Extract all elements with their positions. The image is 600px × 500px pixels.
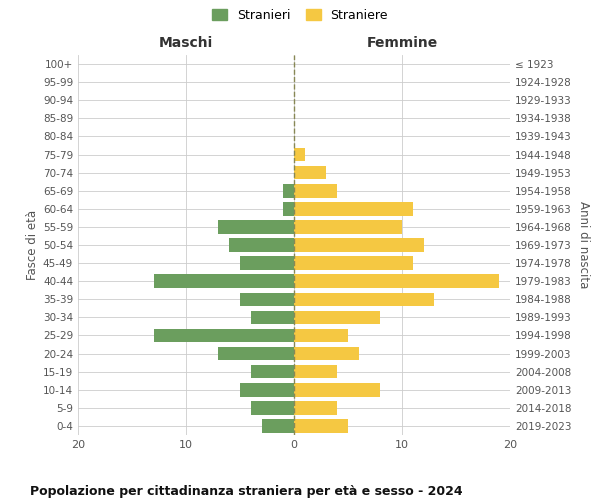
- Bar: [218, 347, 294, 360]
- Bar: [294, 383, 380, 396]
- Bar: [294, 328, 348, 342]
- Text: Maschi: Maschi: [159, 36, 213, 50]
- Bar: [294, 184, 337, 198]
- Bar: [294, 148, 305, 162]
- Bar: [294, 202, 413, 215]
- Bar: [294, 220, 402, 234]
- Bar: [294, 347, 359, 360]
- Bar: [262, 419, 294, 432]
- Y-axis label: Anni di nascita: Anni di nascita: [577, 202, 590, 288]
- Bar: [283, 184, 294, 198]
- Bar: [218, 220, 294, 234]
- Bar: [251, 401, 294, 414]
- Bar: [294, 365, 337, 378]
- Bar: [294, 256, 413, 270]
- Bar: [294, 310, 380, 324]
- Legend: Stranieri, Straniere: Stranieri, Straniere: [209, 6, 391, 24]
- Bar: [294, 419, 348, 432]
- Bar: [240, 383, 294, 396]
- Bar: [283, 202, 294, 215]
- Bar: [251, 310, 294, 324]
- Bar: [154, 328, 294, 342]
- Bar: [294, 401, 337, 414]
- Bar: [154, 274, 294, 288]
- Text: Popolazione per cittadinanza straniera per età e sesso - 2024: Popolazione per cittadinanza straniera p…: [30, 485, 463, 498]
- Bar: [229, 238, 294, 252]
- Bar: [240, 292, 294, 306]
- Bar: [294, 292, 434, 306]
- Y-axis label: Fasce di età: Fasce di età: [26, 210, 39, 280]
- Bar: [251, 365, 294, 378]
- Text: Femmine: Femmine: [367, 36, 437, 50]
- Bar: [294, 238, 424, 252]
- Bar: [294, 166, 326, 179]
- Bar: [240, 256, 294, 270]
- Bar: [294, 274, 499, 288]
